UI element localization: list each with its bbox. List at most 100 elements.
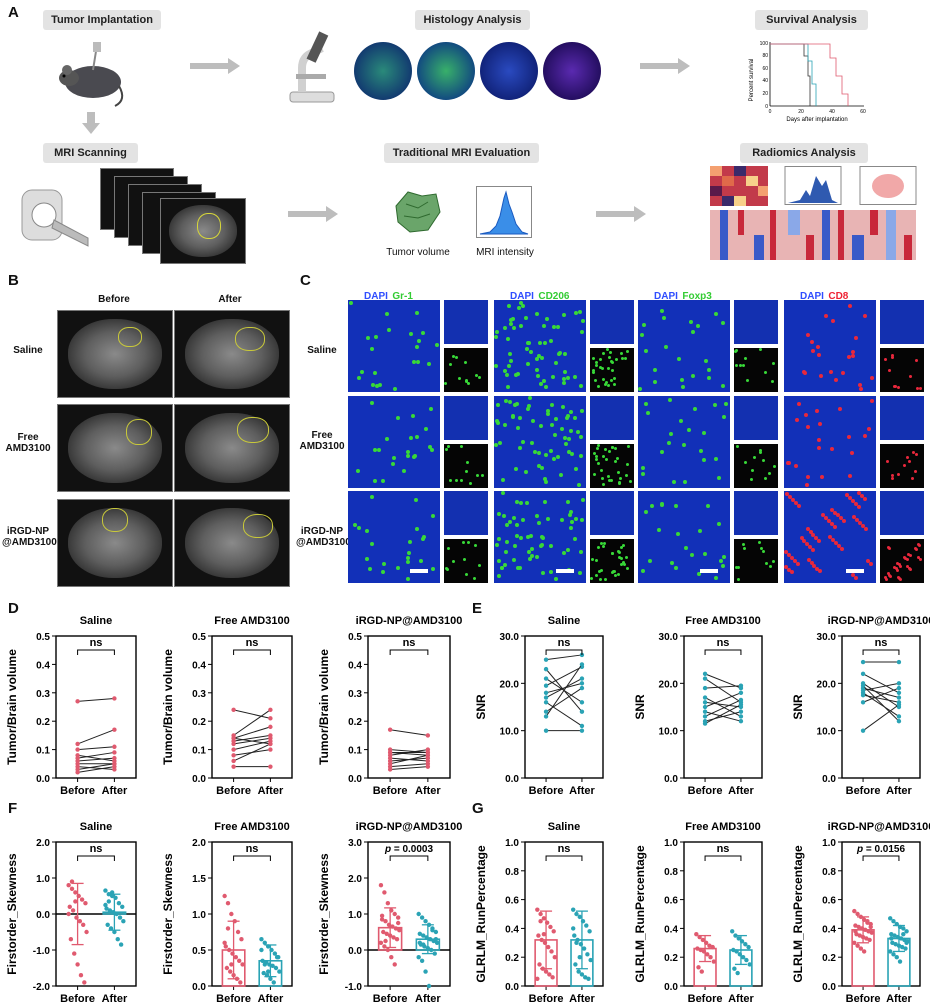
data-point (547, 972, 552, 977)
chart-frame (367, 635, 451, 779)
data-point (853, 923, 858, 928)
chart-ylabel: Firstorder_Skewness (5, 853, 19, 975)
data-point (550, 975, 555, 980)
paired-line (862, 687, 900, 703)
data-point (118, 942, 124, 947)
data-point (231, 707, 236, 713)
ytick-label: 0.5 (348, 632, 362, 643)
ytick-label: -1.0 (33, 946, 51, 957)
data-point (379, 917, 385, 922)
ytick-label: 0.0 (192, 774, 206, 785)
data-point (588, 957, 593, 963)
data-point (572, 933, 577, 938)
data-point (583, 975, 588, 980)
mri-image (174, 499, 290, 587)
xtick-label: After (415, 993, 441, 1005)
data-point (738, 702, 744, 707)
data-point (73, 890, 78, 895)
xtick-label: After (728, 993, 754, 1005)
paired-line (390, 729, 428, 736)
xtick-label: Before (688, 785, 723, 797)
if-marker-channel (444, 348, 488, 392)
data-point (234, 976, 240, 981)
data-point (75, 764, 80, 769)
ytick-label: 0.2 (822, 953, 836, 964)
if-dapi-channel (734, 300, 778, 344)
chart-frame (211, 841, 293, 987)
ytick-label: 0.4 (36, 660, 50, 671)
data-point (235, 929, 241, 935)
data-point (708, 955, 713, 960)
if-marker-channel (880, 348, 924, 392)
chart-title: Saline (548, 821, 580, 833)
if-merged-image (348, 300, 440, 392)
data-point (701, 949, 707, 954)
data-point (895, 934, 901, 940)
chart-title: iRGD-NP@AMD3100 (828, 821, 930, 833)
panel-d-letter: D (8, 600, 19, 617)
data-point (703, 940, 709, 945)
data-point (853, 929, 858, 934)
if-marker-channel (734, 444, 778, 488)
xtick-label: Before (846, 785, 881, 797)
data-point (739, 939, 745, 944)
radiomics-histogram (788, 176, 838, 203)
data-point (229, 962, 234, 967)
data-point (707, 943, 712, 948)
ytick-label: 20.0 (500, 679, 520, 690)
data-point (69, 886, 75, 891)
data-point (702, 671, 708, 677)
data-point (747, 962, 752, 967)
data-point (860, 671, 866, 677)
data-point (84, 929, 89, 935)
tumor-outline (118, 327, 142, 347)
if-merged-image (638, 491, 730, 583)
ytick-label: 0.0 (664, 982, 678, 993)
chart-title: Saline (80, 615, 112, 627)
significance-label: p = 0.0003 (384, 844, 434, 855)
ytick-label: 0.0 (36, 774, 50, 785)
data-point (738, 697, 744, 703)
data-point (577, 955, 582, 960)
histology-images (354, 42, 601, 100)
if-merged-image (348, 491, 440, 583)
data-point (222, 940, 227, 945)
paired-line (77, 766, 115, 770)
significance-label: ns (90, 843, 103, 855)
ytick-label: 2.0 (348, 874, 362, 885)
xtick-label: After (886, 993, 912, 1005)
data-point (698, 947, 703, 953)
chart-e-5: iRGD-NP@AMD3100 SNR 0.0 10.0 20.0 30.0 Before A… (791, 615, 930, 797)
data-point (70, 908, 76, 913)
data-point (433, 929, 439, 935)
data-point (541, 916, 547, 921)
data-point (66, 883, 71, 888)
data-point (697, 934, 702, 940)
data-point (67, 904, 72, 909)
ytick-label: 0.2 (36, 717, 50, 728)
data-point (746, 944, 751, 950)
xtick-label: Before (373, 785, 408, 797)
data-point (104, 906, 109, 911)
data-point (538, 911, 543, 917)
data-point (387, 750, 393, 755)
data-point (702, 676, 708, 681)
xtick-label: Before (529, 785, 564, 797)
data-point (860, 692, 866, 698)
data-point (389, 955, 394, 960)
data-point (856, 924, 861, 930)
data-point (539, 937, 544, 943)
data-point (732, 966, 737, 971)
chart-e-4: Free AMD3100 SNR 0.0 10.0 20.0 30.0 Before Afte… (633, 615, 763, 797)
data-point (68, 937, 74, 942)
data-point (579, 662, 585, 667)
mri-image (57, 404, 173, 492)
data-point (710, 944, 715, 950)
panel-c-row-label: Free AMD3100 (299, 430, 345, 452)
traditional-mri-evaluation-label: Traditional MRI Evaluation (384, 143, 539, 163)
data-point (702, 709, 708, 714)
data-point (383, 938, 388, 944)
data-point (268, 764, 273, 769)
data-point (736, 936, 741, 941)
significance-label: ns (875, 637, 888, 649)
